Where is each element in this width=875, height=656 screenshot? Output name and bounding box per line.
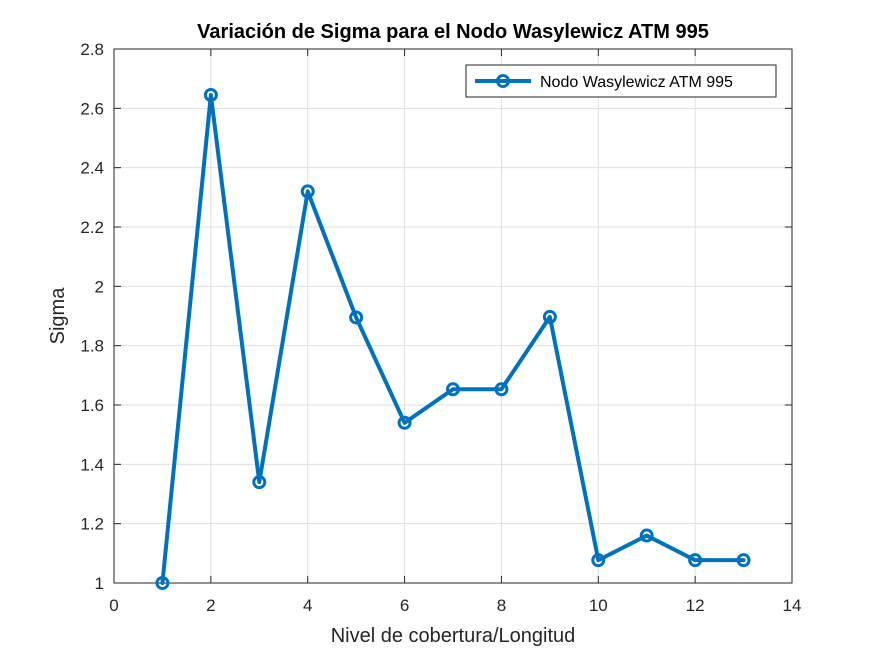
x-tick-label: 8 — [497, 596, 506, 615]
data-point-marker — [203, 87, 218, 102]
data-point-marker — [688, 553, 703, 568]
y-tick-label: 1.8 — [80, 337, 104, 356]
x-tick-label: 6 — [400, 596, 409, 615]
data-point-marker — [349, 310, 364, 325]
series-line — [160, 92, 746, 585]
y-tick-label: 2.2 — [80, 218, 104, 237]
data-point-marker — [591, 553, 606, 568]
chart-title: Variación de Sigma para el Nodo Wasylewi… — [197, 21, 709, 43]
data-point-marker — [397, 415, 412, 430]
x-tick-label: 14 — [783, 596, 802, 615]
x-tick-label: 12 — [686, 596, 705, 615]
data-point-marker — [252, 475, 267, 490]
data-point-marker — [542, 309, 557, 324]
legend-label: Nodo Wasylewicz ATM 995 — [540, 74, 733, 91]
y-axis-title: Sigma — [47, 287, 69, 345]
y-tick-label: 1.2 — [80, 515, 104, 534]
axis-ticks: 0 2 4 6 8 10 12 14 1 1.2 1.4 1.6 1.8 2 2.2 2.4 2.6 2.8 — [80, 40, 801, 615]
data-point-marker — [736, 553, 751, 568]
series-layer — [155, 87, 751, 590]
plot-area — [113, 48, 793, 584]
y-tick-label: 2 — [95, 277, 104, 296]
y-tick-label: 1.6 — [80, 396, 104, 415]
y-tick-label: 2.6 — [80, 99, 104, 118]
legend: Nodo Wasylewicz ATM 995 — [465, 64, 777, 98]
data-point-marker — [300, 184, 315, 199]
data-point-marker — [446, 382, 460, 397]
y-tick-label: 2.4 — [80, 159, 104, 178]
y-tick-label: 1.4 — [80, 455, 104, 474]
data-point-marker — [155, 576, 170, 590]
legend-marker-sample — [496, 74, 510, 88]
data-point-marker — [494, 382, 509, 397]
y-tick-label: 2.8 — [80, 40, 104, 59]
x-tick-label: 2 — [206, 596, 215, 615]
x-tick-label: 10 — [589, 596, 608, 615]
x-axis-title: Nivel de cobertura/Longitud — [331, 625, 576, 647]
data-point-marker — [639, 528, 654, 543]
y-tick-label: 1 — [95, 574, 104, 593]
x-tick-label: 0 — [109, 596, 118, 615]
x-tick-label: 4 — [303, 596, 312, 615]
